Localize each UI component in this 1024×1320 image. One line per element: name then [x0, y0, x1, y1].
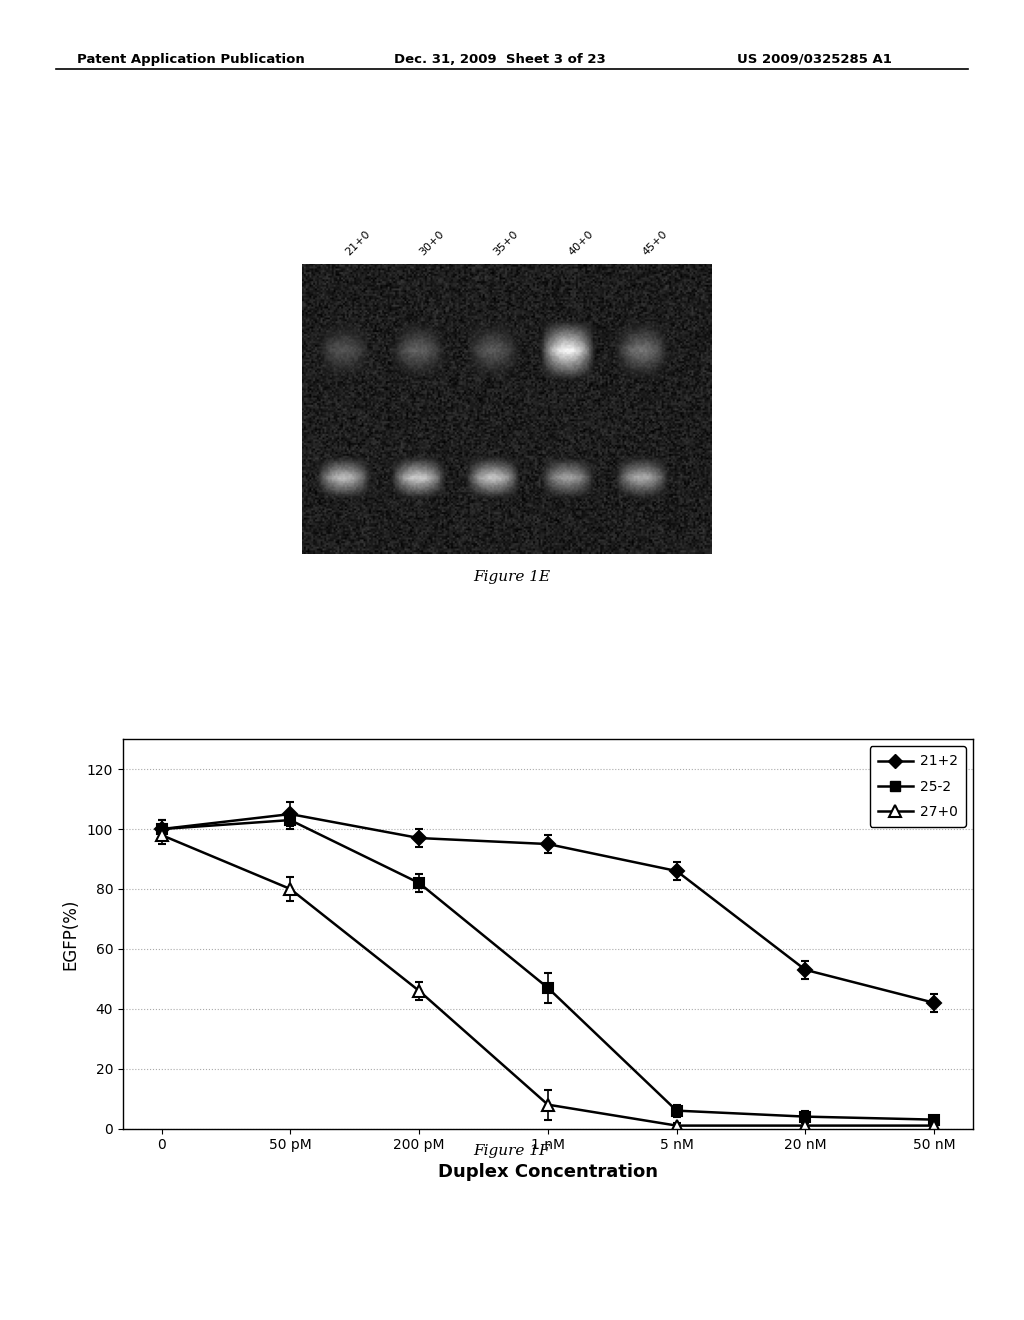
Text: 21+0: 21+0 [343, 228, 372, 257]
Y-axis label: EGFP(%): EGFP(%) [61, 898, 80, 970]
Text: 30+0: 30+0 [418, 228, 446, 257]
X-axis label: Duplex Concentration: Duplex Concentration [438, 1163, 657, 1181]
Text: 35+0: 35+0 [492, 228, 520, 257]
Text: 40+0: 40+0 [566, 228, 595, 257]
Text: 45+0: 45+0 [641, 228, 670, 257]
Text: US 2009/0325285 A1: US 2009/0325285 A1 [737, 53, 892, 66]
Text: Patent Application Publication: Patent Application Publication [77, 53, 304, 66]
Legend: 21+2, 25-2, 27+0: 21+2, 25-2, 27+0 [869, 746, 966, 828]
Text: Figure 1E: Figure 1E [473, 570, 551, 585]
Text: Figure 1F: Figure 1F [474, 1144, 550, 1159]
Text: Dec. 31, 2009  Sheet 3 of 23: Dec. 31, 2009 Sheet 3 of 23 [394, 53, 606, 66]
